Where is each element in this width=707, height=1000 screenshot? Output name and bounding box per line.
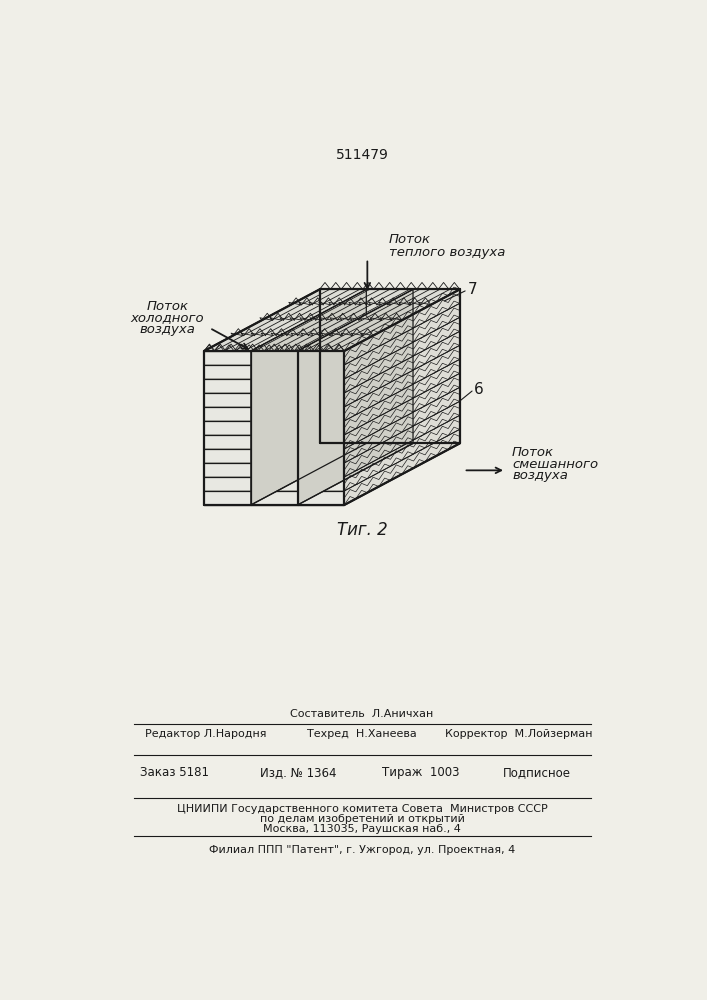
Text: Изд. № 1364: Изд. № 1364	[259, 766, 337, 779]
Text: Поток: Поток	[389, 233, 431, 246]
Polygon shape	[344, 289, 460, 505]
Text: по делам изобретений и открытий: по делам изобретений и открытий	[259, 814, 464, 824]
Polygon shape	[251, 289, 366, 505]
Text: холодного: холодного	[130, 311, 204, 324]
Text: Поток: Поток	[146, 300, 188, 313]
Text: смешанного: смешанного	[512, 458, 598, 471]
Text: 511479: 511479	[336, 148, 388, 162]
Polygon shape	[204, 351, 344, 505]
Text: Техред  Н.Ханеева: Техред Н.Ханеева	[307, 729, 417, 739]
Text: Поток: Поток	[512, 446, 554, 459]
Text: Тираж  1003: Тираж 1003	[382, 766, 460, 779]
Text: Корректор  М.Лойзерман: Корректор М.Лойзерман	[445, 729, 592, 739]
Text: воздуха: воздуха	[139, 323, 195, 336]
Text: Τиг. 2: Τиг. 2	[337, 521, 387, 539]
Text: Москва, 113035, Раушская наб., 4: Москва, 113035, Раушская наб., 4	[263, 824, 461, 834]
Text: Подписное: Подписное	[503, 766, 571, 779]
Polygon shape	[204, 289, 460, 351]
Text: 7: 7	[467, 282, 477, 297]
Text: воздуха: воздуха	[512, 469, 568, 482]
Text: ЦНИИПИ Государственного комитета Совета  Министров СССР: ЦНИИПИ Государственного комитета Совета …	[177, 804, 547, 814]
Polygon shape	[298, 289, 413, 505]
Text: Редактор Л.Народня: Редактор Л.Народня	[145, 729, 267, 739]
Text: 6: 6	[474, 382, 484, 397]
Text: Заказ 5181: Заказ 5181	[141, 766, 209, 779]
Text: Составитель  Л.Аничхан: Составитель Л.Аничхан	[291, 709, 433, 719]
Text: Филиал ППП "Патент", г. Ужгород, ул. Проектная, 4: Филиал ППП "Патент", г. Ужгород, ул. Про…	[209, 845, 515, 855]
Text: теплого воздуха: теплого воздуха	[389, 246, 506, 259]
